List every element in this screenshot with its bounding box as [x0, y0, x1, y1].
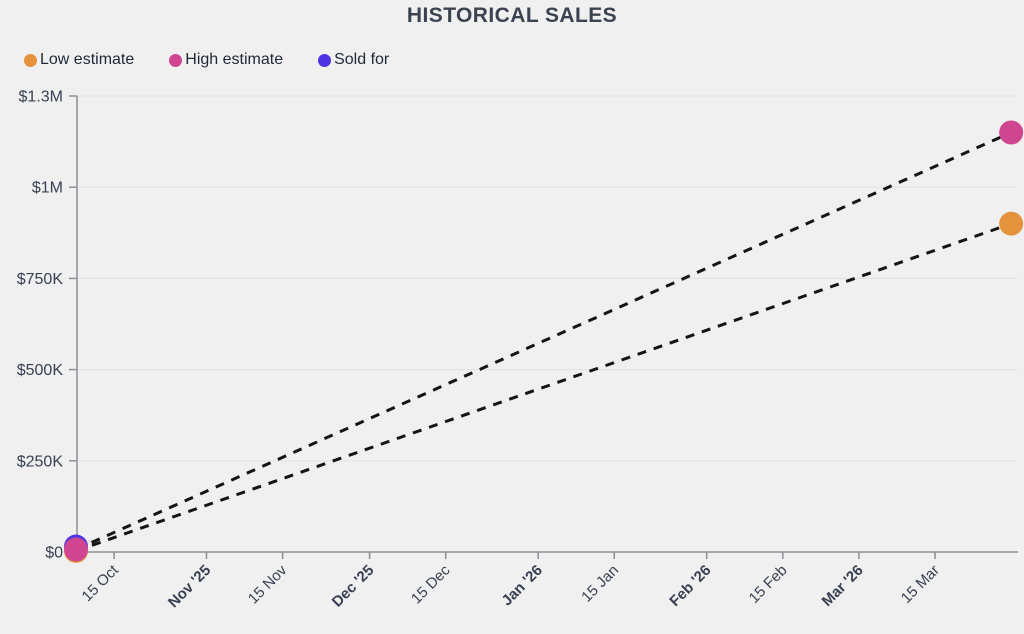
y-tick-label: $500K — [17, 362, 64, 379]
chart-title: HISTORICAL SALES — [406, 4, 618, 27]
x-tick-label: 15 Feb — [746, 562, 791, 607]
x-tick-label: 15 Oct — [79, 561, 123, 605]
chart-legend: Low estimate High estimate Sold for — [24, 51, 389, 69]
series-line-high-estimate — [75, 131, 1012, 551]
point-high-estimate[interactable] — [999, 120, 1024, 145]
legend-label: Sold for — [334, 51, 390, 68]
legend-item-high-estimate[interactable]: High estimate — [169, 51, 283, 69]
x-tick-label: Nov '25 — [165, 562, 214, 611]
y-tick-label: $250K — [17, 453, 64, 470]
y-tick-label: $1M — [32, 180, 63, 197]
y-tick-label: $750K — [17, 271, 64, 288]
x-tick-label: 15 Nov — [245, 561, 291, 607]
point-high-estimate[interactable] — [64, 537, 88, 562]
low-estimate-swatch-icon — [24, 53, 37, 67]
sold-for-swatch-icon — [318, 53, 332, 67]
x-tick-label: 15 Mar — [898, 562, 943, 607]
legend-label: Low estimate — [40, 51, 135, 68]
series-line-low-estimate — [75, 222, 1012, 553]
x-tick-label: 15 Jan — [578, 562, 622, 606]
y-tick-label: $0 — [45, 545, 63, 562]
x-tick-label: 15 Dec — [408, 561, 454, 607]
legend-item-sold-for[interactable]: Sold for — [318, 51, 389, 69]
x-tick-label: Feb '26 — [666, 562, 714, 610]
y-tick-label: $1.3M — [19, 89, 63, 106]
x-tick-label: Jan '26 — [498, 562, 546, 610]
x-tick-label: Dec '25 — [329, 562, 378, 611]
legend-label: High estimate — [185, 51, 284, 68]
point-low-estimate[interactable] — [999, 211, 1024, 236]
legend-item-low-estimate[interactable]: Low estimate — [24, 51, 134, 69]
x-tick-label: Mar '26 — [819, 562, 867, 610]
high-estimate-swatch-icon — [169, 53, 183, 67]
